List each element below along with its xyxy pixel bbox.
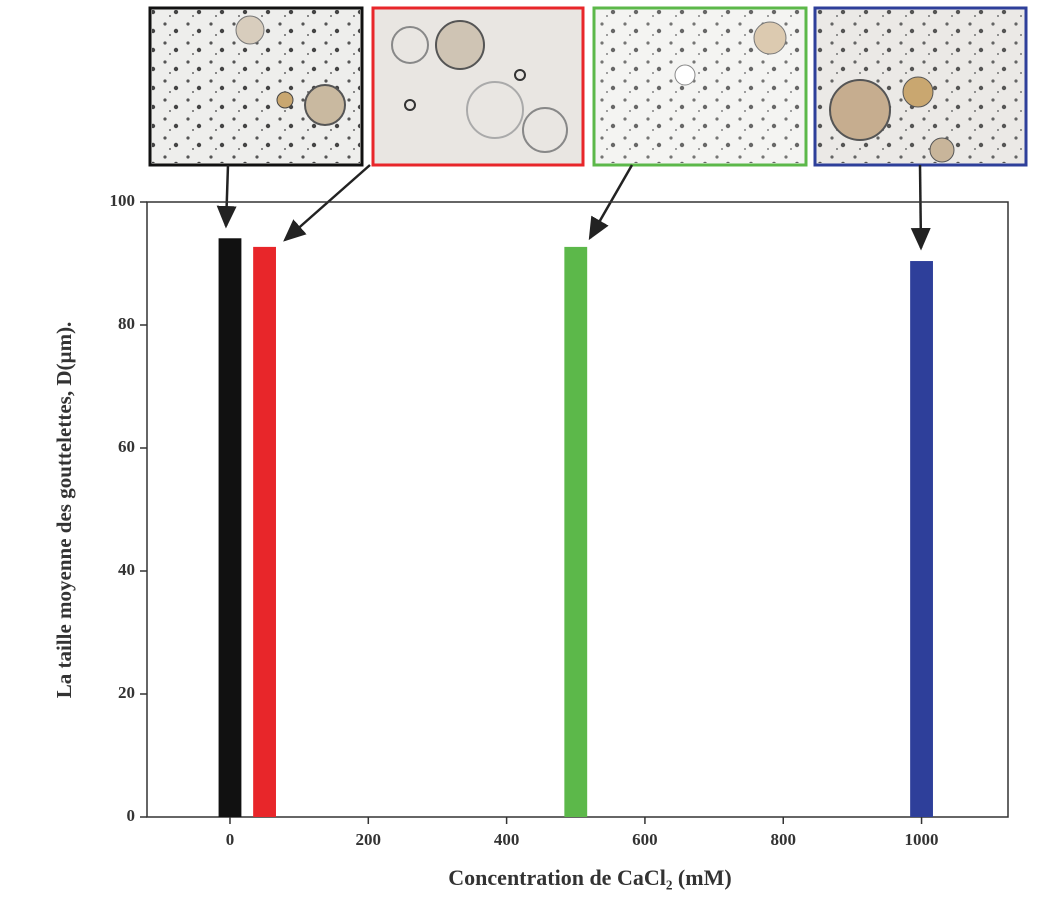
x-tick-label: 800 <box>770 830 796 849</box>
bar <box>218 238 242 817</box>
x-tick-label: 400 <box>494 830 520 849</box>
x-tick-label: 1000 <box>905 830 939 849</box>
y-tick-label: 40 <box>118 560 135 579</box>
y-tick-label: 20 <box>118 683 135 702</box>
y-tick-label: 0 <box>127 806 136 825</box>
micrographs <box>148 6 1028 167</box>
x-axis-label: Concentration de CaCl₂ (mM) <box>448 865 731 890</box>
x-tick-label: 0 <box>226 830 235 849</box>
bar <box>910 261 933 817</box>
x-tick-label: 200 <box>356 830 382 849</box>
y-tick-label: 100 <box>110 191 136 210</box>
arrows <box>216 164 931 251</box>
bar <box>564 246 588 817</box>
y-axis-label: La taille moyenne des gouttelettes, D(µm… <box>52 322 76 699</box>
x-tick-label: 600 <box>632 830 658 849</box>
y-tick-label: 80 <box>118 314 135 333</box>
y-tick-label: 60 <box>118 437 135 456</box>
bar <box>253 246 276 817</box>
